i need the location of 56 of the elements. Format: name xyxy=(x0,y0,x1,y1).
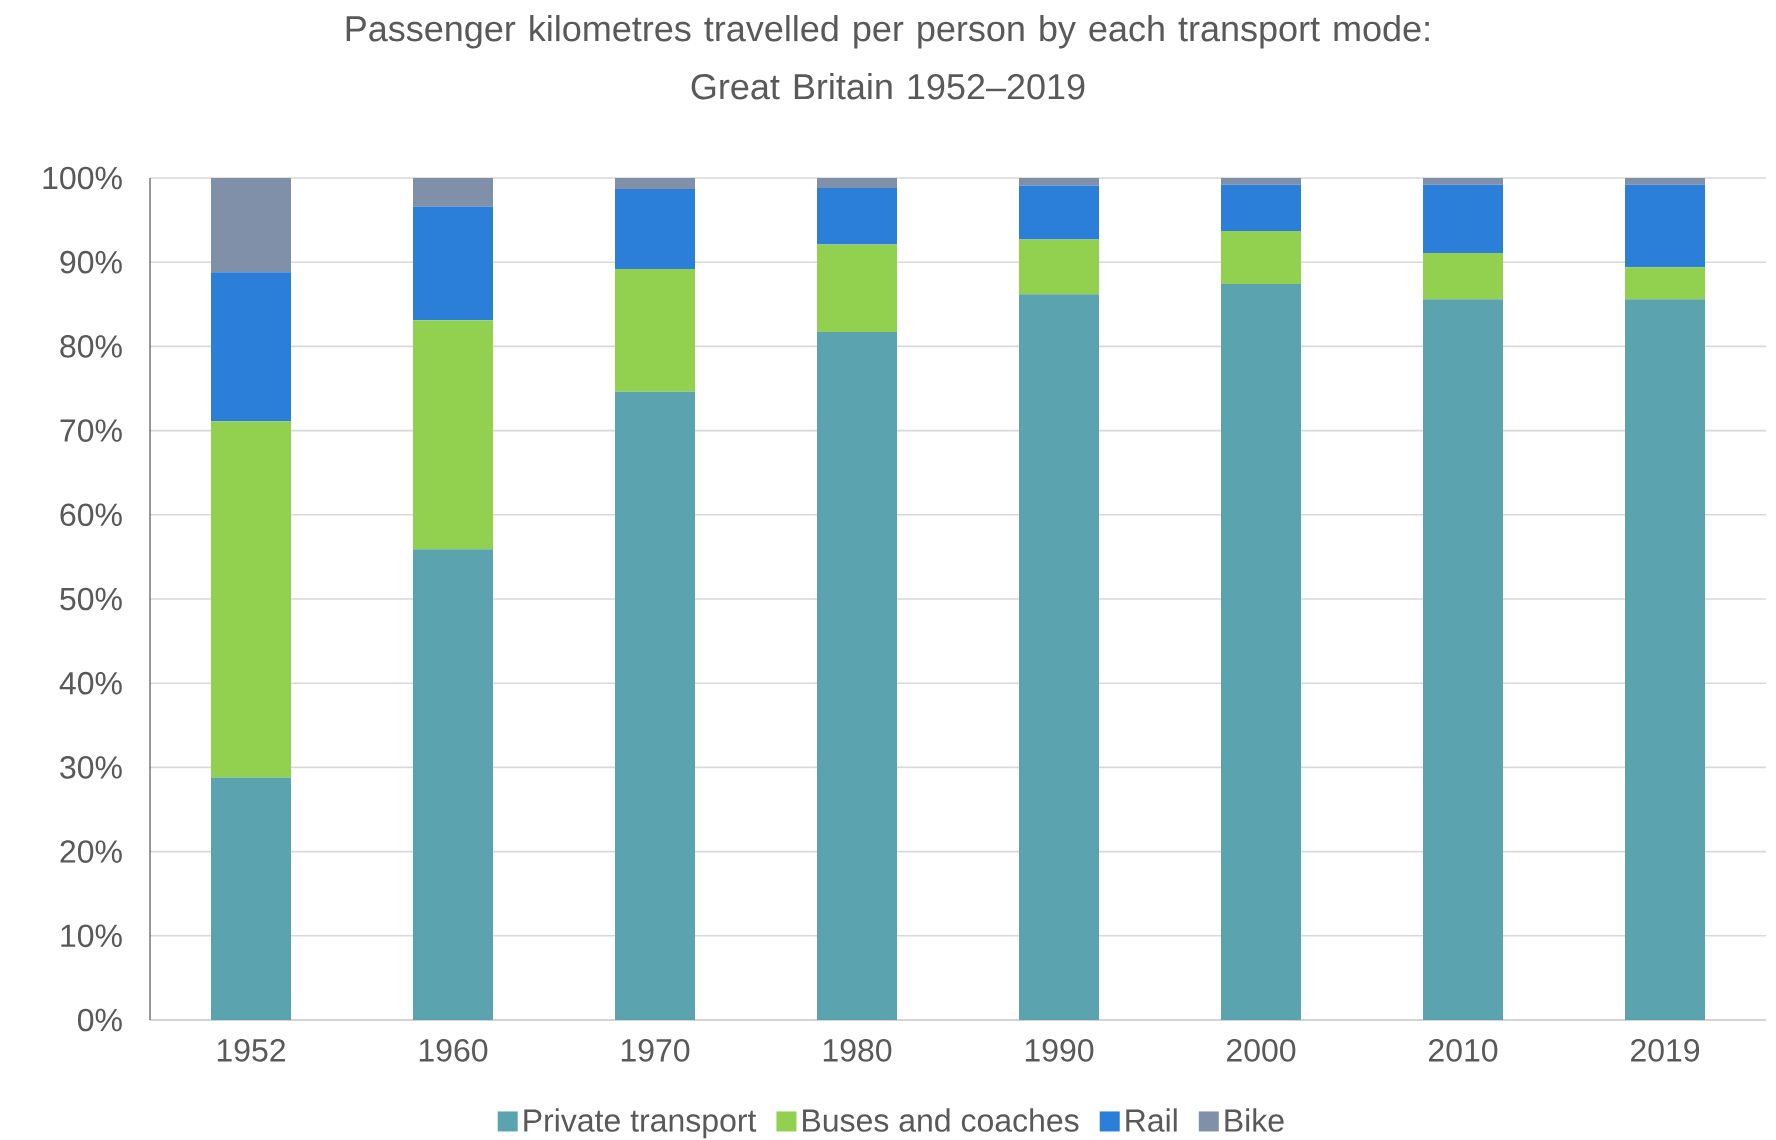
bar xyxy=(211,421,291,778)
bar xyxy=(413,320,493,550)
legend-label: Rail xyxy=(1126,1108,1177,1132)
x-tick-label: 2010 xyxy=(1429,1039,1498,1062)
x-tick-label: 2000 xyxy=(1227,1039,1296,1062)
x-tick-label: 1980 xyxy=(823,1039,892,1062)
legend-label: Private transport xyxy=(524,1108,757,1139)
bar xyxy=(413,177,493,207)
bar xyxy=(817,188,897,245)
legend-label: Buses and coaches xyxy=(803,1108,1079,1132)
y-tick-label: 20% xyxy=(60,840,122,863)
bar xyxy=(211,777,291,1020)
x-tick-label: 2019 xyxy=(1631,1039,1700,1062)
bar xyxy=(615,268,695,392)
x-tick-label: 1990 xyxy=(1025,1039,1094,1062)
x-tick-label: 1952 xyxy=(217,1039,285,1062)
bar xyxy=(1019,294,1100,1020)
bar xyxy=(615,177,695,189)
bar xyxy=(1423,299,1504,1020)
x-tick-label: 1970 xyxy=(621,1039,690,1062)
bar xyxy=(817,244,897,333)
bar xyxy=(615,391,695,1020)
y-tick-label: 90% xyxy=(60,250,122,274)
bar xyxy=(1625,267,1706,300)
bar xyxy=(817,177,897,189)
bar xyxy=(1625,184,1706,268)
bar xyxy=(1019,239,1100,295)
bar xyxy=(1221,177,1302,185)
bar xyxy=(413,206,493,321)
y-tick-label: 30% xyxy=(60,756,122,779)
bar xyxy=(211,177,291,273)
bar xyxy=(1019,177,1100,186)
legend-label: Bike xyxy=(1225,1108,1284,1132)
bar xyxy=(1019,185,1100,240)
bar xyxy=(817,332,897,1020)
bar xyxy=(1221,184,1302,232)
bar xyxy=(1423,184,1504,253)
bar xyxy=(615,188,695,269)
bar xyxy=(1221,284,1302,1020)
chart-title: Passenger kilometres travelled per person by each transport mode: Great Britain 1952–2019 xyxy=(346,15,1429,100)
bar xyxy=(1423,252,1504,300)
y-tick-label: 10% xyxy=(61,924,122,948)
bar xyxy=(413,549,493,1020)
y-tick-label: 50% xyxy=(60,587,122,611)
y-tick-label: 100% xyxy=(43,166,122,190)
bar xyxy=(1625,299,1706,1020)
bar xyxy=(1423,177,1504,185)
y-tick-label: 0% xyxy=(77,1008,122,1032)
x-tick-label: 1960 xyxy=(419,1039,488,1062)
bar xyxy=(1221,231,1302,285)
y-tick-label: 60% xyxy=(60,503,122,527)
bar xyxy=(1625,177,1706,185)
y-tick-label: 70% xyxy=(60,419,122,442)
y-tick-label: 40% xyxy=(59,671,122,695)
y-tick-label: 80% xyxy=(60,335,122,358)
bar xyxy=(211,272,291,422)
